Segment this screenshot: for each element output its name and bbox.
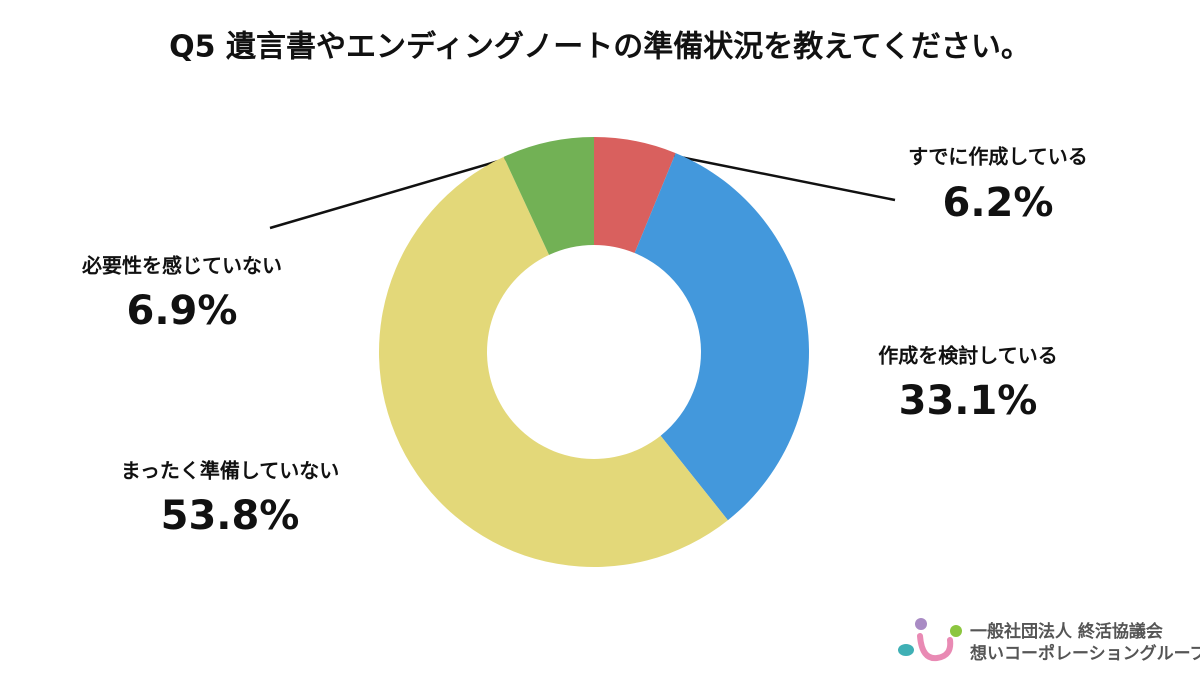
data-label: 6.2%	[943, 180, 1054, 226]
donut-slice	[503, 137, 594, 255]
logo-text: 想いコーポレーショングループ	[970, 643, 1200, 664]
logo-dot	[915, 618, 927, 630]
data-label: 33.1%	[899, 378, 1038, 424]
leader-line	[269, 153, 520, 230]
donut-slice	[594, 137, 676, 254]
donut-slice	[379, 156, 728, 567]
leader-line	[669, 153, 896, 202]
donut-slice	[634, 153, 809, 521]
slice-name: まったく準備していない	[121, 459, 340, 483]
logo: 一般社団法人 終活協議会 想いコーポレーショングループ	[898, 618, 1200, 664]
chart-title: Q5 遺言書やエンディングノートの準備状況を教えてください。	[169, 30, 1031, 65]
data-label: 6.9%	[127, 288, 238, 334]
slice-name: 作成を検討している	[878, 344, 1057, 368]
logo-dot	[898, 644, 914, 656]
slice-name: 必要性を感じていない	[81, 254, 282, 278]
logo-curve	[917, 633, 954, 662]
logo-dot	[950, 625, 962, 637]
data-label: 53.8%	[161, 493, 300, 539]
slice-name: すでに作成している	[908, 145, 1088, 169]
logo-text: 一般社団法人 終活協議会	[970, 621, 1163, 642]
